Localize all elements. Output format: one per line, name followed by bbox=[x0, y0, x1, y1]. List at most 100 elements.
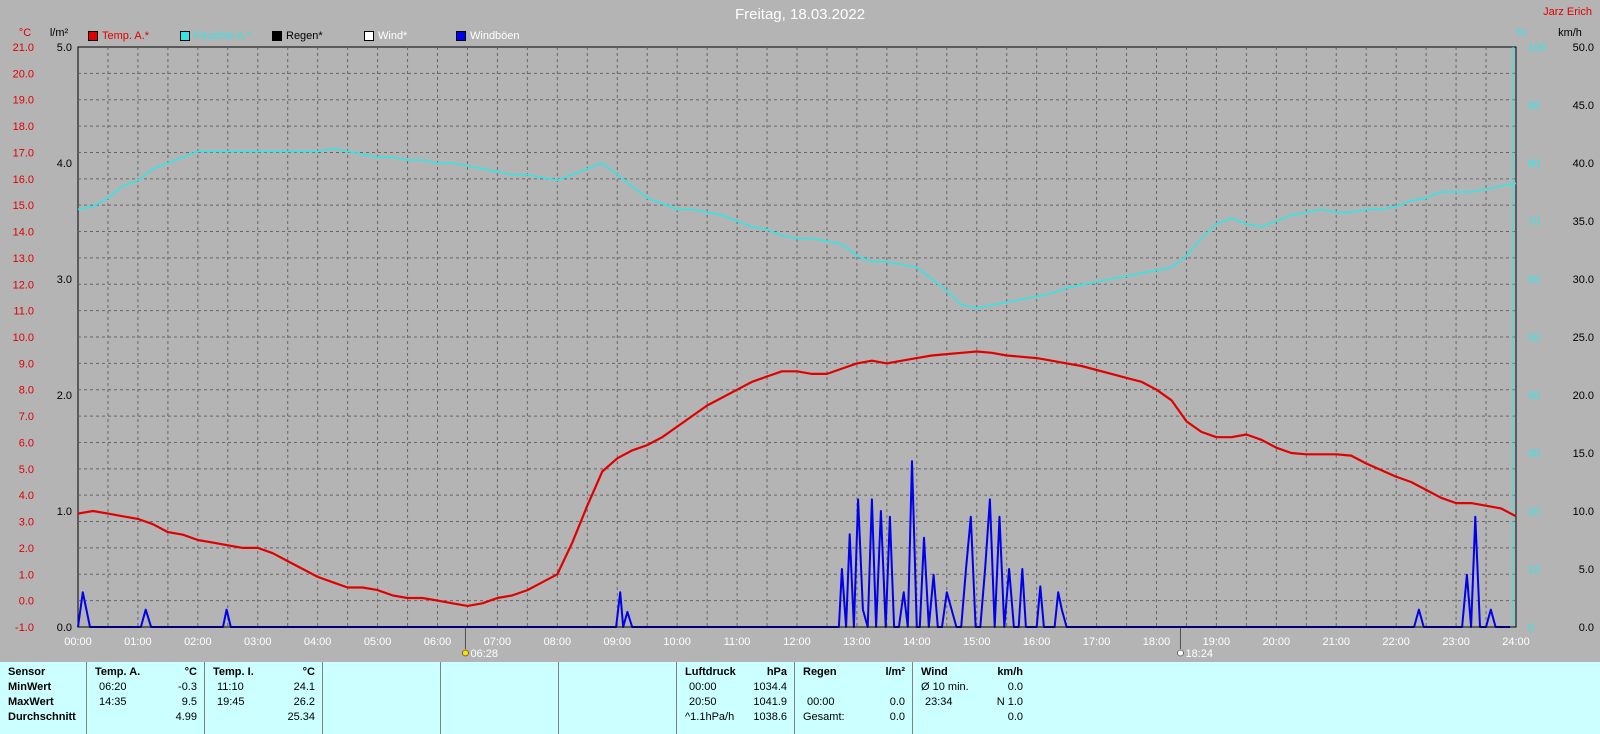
time-tick-label: 01:00 bbox=[124, 636, 152, 648]
legend-swatch bbox=[364, 31, 374, 42]
temp-tick-label: 11.0 bbox=[13, 306, 34, 318]
temp-tick-label: 2.0 bbox=[19, 543, 34, 555]
regen-max-time: 00:00 bbox=[807, 696, 835, 708]
time-tick-label: 18:00 bbox=[1143, 636, 1171, 648]
wind-tick-label: 5.0 bbox=[1579, 564, 1594, 576]
wind-tick-label: 25.0 bbox=[1573, 332, 1594, 344]
hum-tick-label: 40 bbox=[1528, 390, 1540, 402]
legend-swatch bbox=[88, 31, 98, 42]
rain-tick-label: 2.0 bbox=[57, 390, 72, 402]
time-tick-label: 24:00 bbox=[1502, 636, 1530, 648]
wind-tick-label: 0.0 bbox=[1579, 622, 1594, 634]
legend-item: Feuchte A.* bbox=[180, 30, 251, 42]
luftdruck-min-time: 00:00 bbox=[689, 681, 717, 693]
temp-i-avg-value: 25.34 bbox=[287, 711, 315, 723]
sunset-label: 18:24 bbox=[1185, 648, 1213, 660]
temp-tick-label: 4.0 bbox=[19, 490, 34, 502]
wind-title: Wind bbox=[921, 666, 948, 678]
legend-item: Wind* bbox=[364, 30, 407, 42]
time-tick-label: 06:00 bbox=[424, 636, 452, 648]
stats-row-min: MinWert bbox=[8, 681, 52, 693]
temp-i-max-value: 26.2 bbox=[293, 696, 315, 708]
temp-tick-label: -1.0 bbox=[15, 622, 34, 634]
humidity-line bbox=[77, 147, 1517, 309]
legend-label: Windböen bbox=[470, 30, 520, 43]
temp-a-max-time: 14:35 bbox=[99, 696, 127, 708]
time-tick-label: 03:00 bbox=[244, 636, 272, 648]
rain-tick-label: 4.0 bbox=[57, 158, 72, 170]
temp-tick-label: 16.0 bbox=[13, 174, 34, 186]
regen-max-value: 0.0 bbox=[889, 696, 905, 708]
hum-tick-label: 30 bbox=[1528, 448, 1540, 460]
time-tick-label: 22:00 bbox=[1382, 636, 1410, 648]
temp-tick-label: 14.0 bbox=[13, 227, 34, 239]
hum-tick-label: 60 bbox=[1528, 274, 1540, 286]
time-tick-label: 15:00 bbox=[963, 636, 991, 648]
temp-tick-label: 1.0 bbox=[19, 569, 34, 581]
wind-tick-label: 45.0 bbox=[1573, 100, 1594, 112]
temp-tick-label: 7.0 bbox=[19, 411, 34, 423]
stats-col-empty-1 bbox=[322, 662, 441, 734]
time-tick-label: 02:00 bbox=[184, 636, 212, 648]
time-tick-label: 08:00 bbox=[544, 636, 572, 648]
regen-title: Regen bbox=[803, 666, 837, 678]
temp-tick-label: 21.0 bbox=[13, 42, 34, 54]
time-tick-label: 13:00 bbox=[843, 636, 871, 648]
legend-label: Wind* bbox=[378, 30, 408, 43]
sunrise-icon bbox=[462, 649, 469, 657]
temp-tick-label: 6.0 bbox=[19, 437, 34, 449]
temp-tick-label: 20.0 bbox=[13, 68, 34, 80]
rain-tick-label: 5.0 bbox=[57, 42, 72, 54]
chart-title: Freitag, 18.03.2022 bbox=[734, 6, 866, 23]
wind-avg-value: 0.0 bbox=[1007, 711, 1023, 723]
hum-tick-label: 10 bbox=[1528, 564, 1540, 576]
time-tick-label: 20:00 bbox=[1263, 636, 1291, 648]
legend-label: Temp. A.* bbox=[102, 30, 150, 43]
wind-tick-label: 20.0 bbox=[1573, 390, 1594, 402]
temp-tick-label: 17.0 bbox=[13, 147, 34, 159]
legend-label: Feuchte A.* bbox=[194, 30, 251, 43]
stats-col-temp-a: Temp. A. °C 06:20 -0.3 14:35 9.5 4.99 bbox=[86, 662, 205, 734]
time-tick-label: 17:00 bbox=[1083, 636, 1111, 648]
hum-tick-label: 20 bbox=[1528, 506, 1540, 518]
hum-tick-label: 70 bbox=[1528, 216, 1540, 228]
hum-tick-label: 90 bbox=[1528, 100, 1540, 112]
luftdruck-title: Luftdruck bbox=[685, 666, 736, 678]
legend-label: Regen* bbox=[286, 30, 323, 43]
wind-min-value: 0.0 bbox=[1007, 681, 1023, 693]
stats-col-sensor: Sensor MinWert MaxWert Durchschnitt bbox=[0, 662, 86, 734]
rain-tick-label: 3.0 bbox=[57, 274, 72, 286]
sunrise-label: 06:28 bbox=[470, 648, 498, 660]
wind-unit: km/h bbox=[997, 666, 1023, 678]
temp-outside-line bbox=[77, 350, 1517, 608]
time-tick-label: 07:00 bbox=[484, 636, 512, 648]
time-tick-label: 09:00 bbox=[603, 636, 631, 648]
temp-tick-label: 19.0 bbox=[13, 95, 34, 107]
legend-swatch bbox=[180, 31, 190, 42]
temp-tick-label: 13.0 bbox=[13, 253, 34, 265]
hum-tick-label: 0 bbox=[1528, 622, 1534, 634]
hum-tick-label: 100 bbox=[1528, 42, 1546, 54]
temp-i-unit: °C bbox=[302, 666, 315, 678]
temp-tick-label: 5.0 bbox=[19, 464, 34, 476]
wind-tick-label: 15.0 bbox=[1573, 448, 1594, 460]
hum-tick-label: 80 bbox=[1528, 158, 1540, 170]
legend-item: Temp. A.* bbox=[88, 30, 149, 42]
temp-tick-label: 15.0 bbox=[13, 200, 34, 212]
temp-a-max-value: 9.5 bbox=[181, 696, 197, 708]
stats-row-max: MaxWert bbox=[8, 696, 54, 708]
stats-col-luftdruck: Luftdruck hPa 00:00 1034.4 20:50 1041.9 … bbox=[676, 662, 795, 734]
stats-sensor-title: Sensor bbox=[8, 666, 46, 678]
stats-col-temp-i: Temp. I. °C 11:10 24.1 19:45 26.2 25.34 bbox=[204, 662, 323, 734]
wind-tick-label: 40.0 bbox=[1573, 158, 1594, 170]
temp-tick-label: 0.0 bbox=[19, 596, 34, 608]
rain-tick-label: 1.0 bbox=[57, 506, 72, 518]
axis-unit-label: l/m² bbox=[50, 27, 69, 39]
stats-col-wind: Wind km/h Ø 10 min. 0.0 23:34 N 1.0 0.0 bbox=[912, 662, 1031, 734]
temp-a-avg-value: 4.99 bbox=[175, 711, 197, 723]
legend-swatch bbox=[272, 31, 282, 42]
rain-tick-label: 0.0 bbox=[57, 622, 72, 634]
time-tick-label: 14:00 bbox=[903, 636, 931, 648]
legend-item: Windböen bbox=[456, 30, 520, 42]
temp-tick-label: 10.0 bbox=[13, 332, 34, 344]
